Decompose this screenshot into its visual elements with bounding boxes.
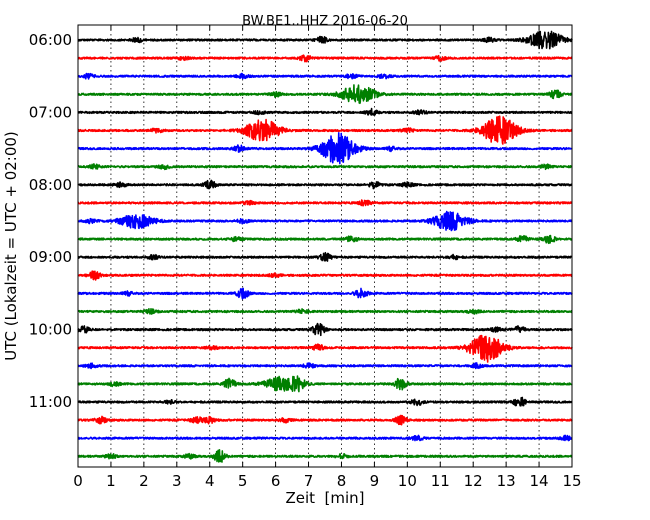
trace-line	[77, 30, 573, 50]
y-tick-label: 07:00	[29, 103, 72, 121]
trace-line	[77, 84, 573, 105]
trace-line	[77, 362, 573, 370]
y-tick-label: 08:00	[29, 176, 72, 194]
x-tick-label: 10	[398, 472, 417, 490]
trace-line	[77, 414, 573, 426]
trace-line	[77, 72, 573, 80]
y-axis: 06:00 07:00 08:00 09:00 10:00 11:00	[29, 31, 83, 411]
trace-line	[77, 210, 573, 232]
trace-line	[77, 334, 573, 363]
trace-line	[77, 322, 573, 337]
y-tick-label: 10:00	[29, 321, 72, 339]
chart-title: BW.BE1..HHZ 2016-06-20	[242, 14, 408, 29]
grid-lines	[110, 25, 540, 467]
x-tick-label: 12	[464, 472, 483, 490]
plot-frame	[77, 24, 573, 468]
x-axis-label: Zeit [min]	[285, 489, 364, 507]
trace-line	[77, 287, 573, 300]
trace-line	[77, 199, 573, 207]
trace-line	[77, 163, 573, 171]
y-tick-label: 11:00	[29, 393, 72, 411]
trace-layer	[77, 30, 573, 463]
x-tick-label: 6	[271, 472, 281, 490]
trace-line	[77, 434, 573, 442]
x-axis: 0 1 2 3 4 5 6 7 8 9 10 11 12 13 14 15	[73, 25, 582, 490]
y-axis-label: UTC (Lokalzeit = UTC + 02:00)	[2, 131, 20, 361]
x-tick-label: 2	[139, 472, 149, 490]
trace-line	[77, 54, 573, 63]
trace-line	[77, 115, 573, 145]
x-tick-label: 1	[106, 472, 116, 490]
trace-line	[77, 251, 573, 262]
x-tick-label: 14	[530, 472, 549, 490]
x-tick-label: 15	[562, 472, 581, 490]
x-tick-label: 11	[431, 472, 450, 490]
x-tick-label: 0	[73, 472, 83, 490]
trace-line	[77, 234, 573, 245]
trace-line	[77, 179, 573, 190]
trace-line	[77, 396, 573, 407]
trace-line	[77, 307, 573, 315]
y-tick-label: 06:00	[29, 31, 72, 49]
x-tick-label: 7	[304, 472, 314, 490]
x-tick-label: 13	[497, 472, 516, 490]
x-tick-label: 8	[337, 472, 347, 490]
x-tick-label: 9	[370, 472, 380, 490]
trace-line	[77, 132, 573, 165]
trace-line	[77, 375, 573, 393]
y-tick-label: 09:00	[29, 248, 72, 266]
x-tick-label: 3	[172, 472, 182, 490]
trace-line	[77, 107, 573, 116]
x-tick-label: 4	[205, 472, 215, 490]
trace-line	[77, 270, 573, 281]
trace-line	[77, 449, 573, 463]
x-tick-label: 5	[238, 472, 248, 490]
